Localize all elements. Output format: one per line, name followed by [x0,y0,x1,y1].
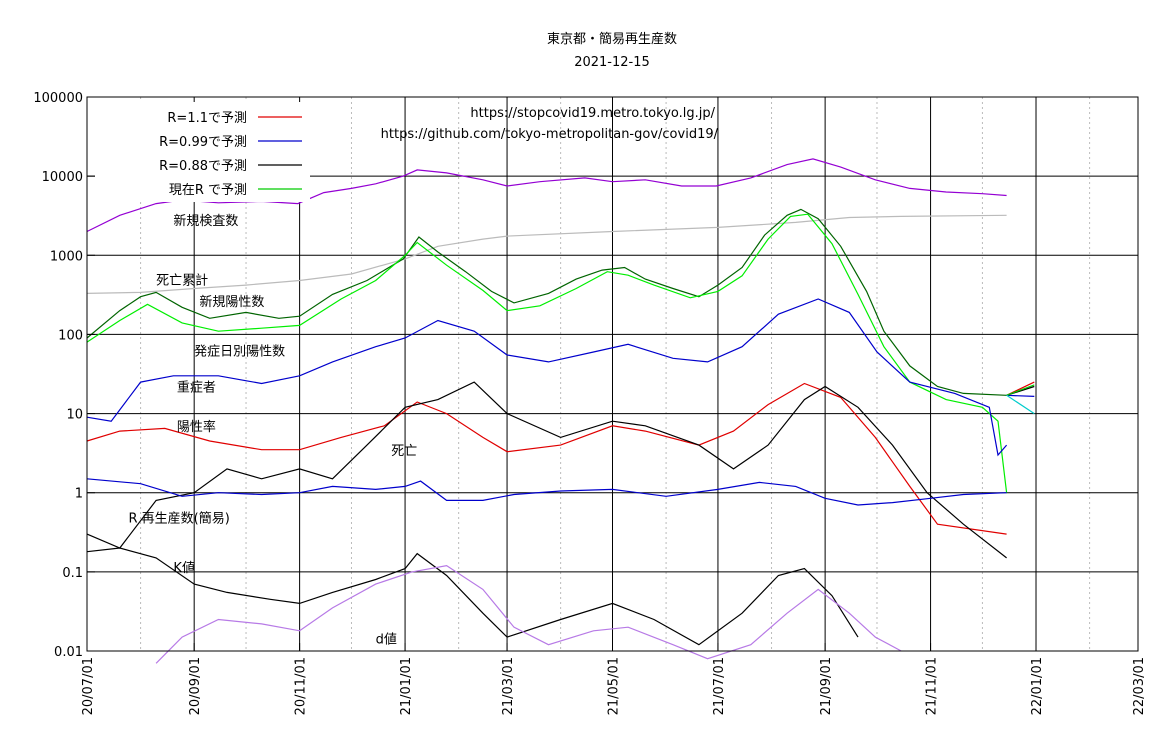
annotation-label: 死亡累計 [156,272,208,288]
legend-label: 現在R で予測 [169,183,247,198]
x-tick-label: 22/03/01 [1132,657,1147,715]
annotation-label: 重症者 [177,380,216,396]
annotation-label: 発症日別陽性数 [194,345,285,360]
series-line-item [86,213,1008,493]
series-line-item [86,381,1007,559]
annotation-label: 死亡 [391,444,417,459]
x-tick-label: 21/07/01 [712,657,727,715]
annotation-label: 新規陽性数 [199,294,264,310]
annotation-label: 新規検査数 [173,213,238,229]
series-line-item [86,214,1007,294]
y-tick-label: 0.01 [54,645,83,660]
forecast-line [1006,394,1035,397]
y-tick-label: 100 [58,328,83,343]
x-tick-label: 21/11/01 [925,657,940,715]
x-tick-label: 21/09/01 [819,657,834,715]
x-tick-label: 20/09/01 [188,657,203,715]
x-tick-label: 21/05/01 [607,657,622,715]
series-line-item [86,298,1008,457]
forecast-line [1006,394,1035,415]
y-tick-label: 1000 [50,249,83,264]
y-tick-label: 0.1 [62,566,83,581]
source-url-1: https://stopcovid19.metro.tokyo.lg.jp/ [470,106,715,121]
legend-label: R=0.88で予測 [159,159,247,174]
source-url-2: https://github.com/tokyo-metropolitan-go… [381,127,719,142]
series-layer [86,158,1035,664]
chart-subtitle: 2021-12-15 [574,55,650,70]
x-tick-label: 21/01/01 [399,657,414,715]
annotation-label: K値 [173,560,195,576]
annotation-label: d値 [376,631,397,647]
y-tick-label: 10 [66,408,83,423]
x-tick-label: 20/11/01 [294,657,309,715]
series-line-item [86,208,1007,396]
annotation-label: R 再生産数(簡易) [128,511,229,527]
legend-box [95,102,310,202]
y-axis: 100000 10000 1000 100 10 1 0.1 0.01 [33,91,95,660]
x-tick-label: 21/03/01 [501,657,516,715]
chart-title: 東京都・簡易再生産数 [547,31,677,47]
forecast-line [1006,384,1035,396]
annotation-label: 陽性率 [177,419,216,435]
legend-label: R=1.1で予測 [167,111,247,126]
legend-label: R=0.99で予測 [159,135,247,150]
y-tick-label: 1 [75,487,83,502]
y-tick-label: 10000 [42,170,83,185]
series-line-r [86,478,1007,506]
x-axis: 20/07/01 20/09/01 20/11/01 21/01/01 21/03/01… [81,643,1147,715]
series-line-item [86,382,1007,535]
x-tick-label: 20/07/01 [81,657,96,715]
y-tick-label: 100000 [33,91,83,106]
x-tick-label: 22/01/01 [1030,657,1045,715]
series-line-d [155,564,902,664]
series-line-k [86,547,859,646]
